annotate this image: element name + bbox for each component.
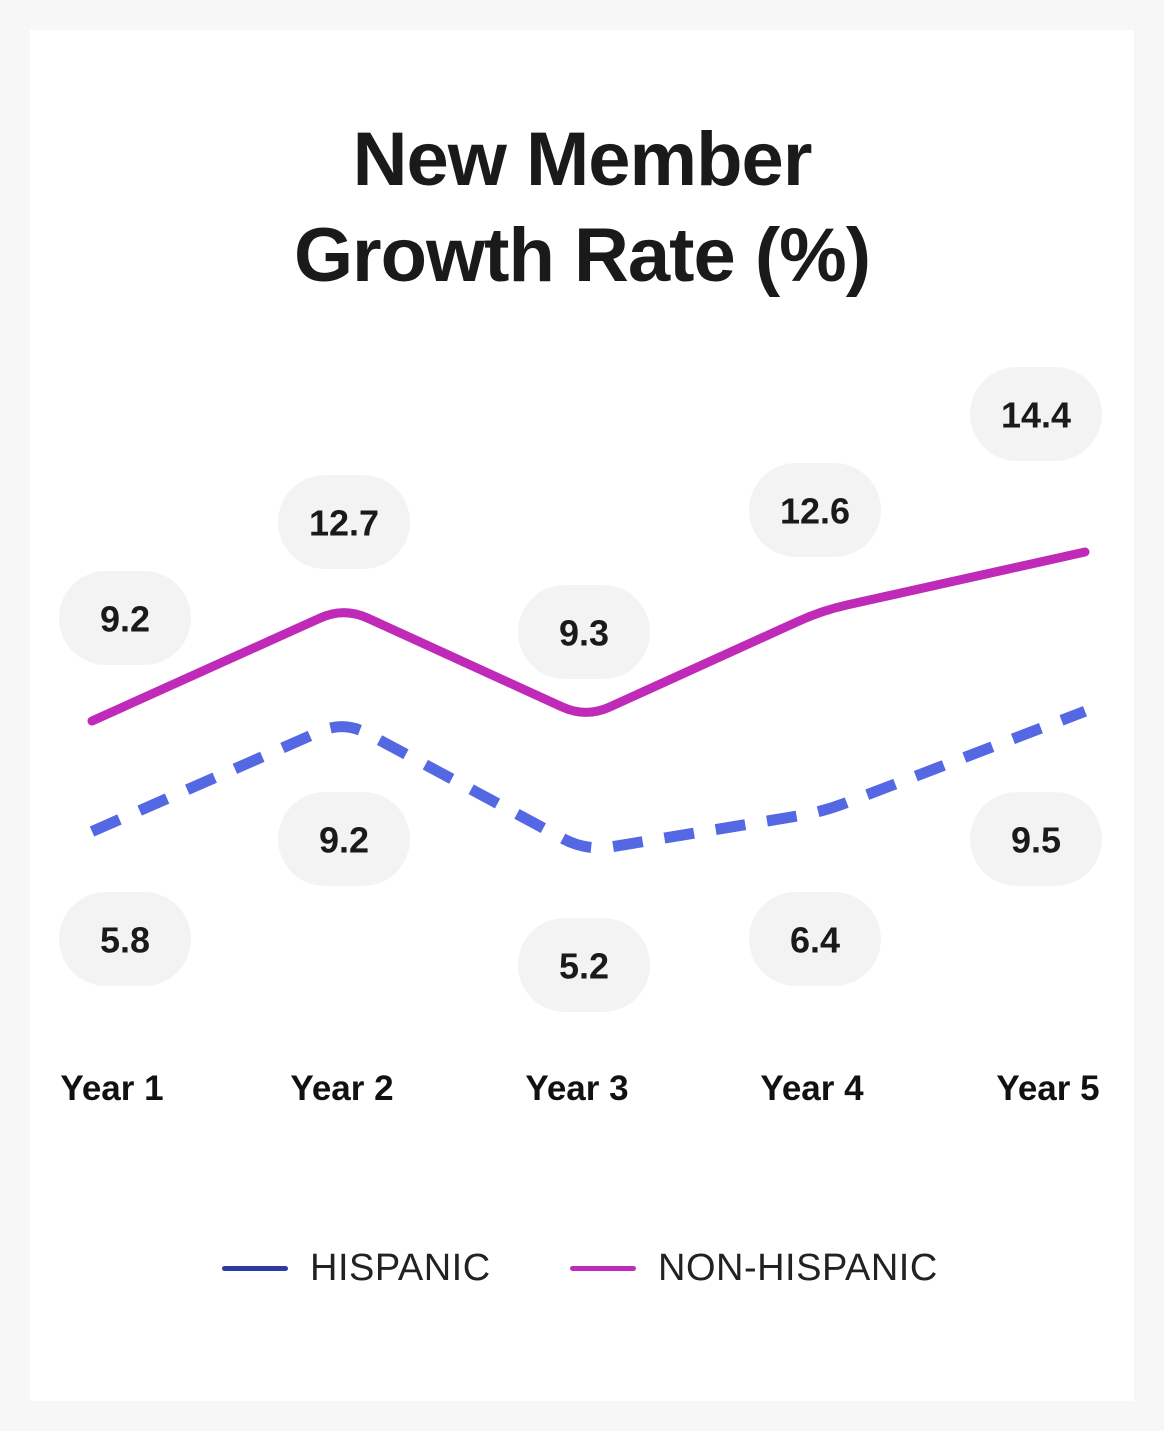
legend-swatch-hispanic (222, 1265, 288, 1271)
data-label-hispanic-2-pill (278, 792, 410, 886)
data-label-hispanic-5: 9.5 (1011, 820, 1061, 861)
data-label-non-hispanic-1-pill (59, 571, 191, 665)
legend: HISPANIC NON-HISPANIC (0, 1244, 1164, 1292)
series-line-non-hispanic (87, 547, 1090, 726)
data-label-hispanic-1-pill (59, 892, 191, 986)
data-label-hispanic-4-pill (749, 892, 881, 986)
data-label-hispanic-2: 9.2 (319, 820, 369, 861)
legend-label-non-hispanic: NON-HISPANIC (658, 1246, 938, 1289)
data-label-non-hispanic-3: 9.3 (559, 613, 609, 654)
data-label-non-hispanic-5: 14.4 (1001, 395, 1071, 436)
data-label-non-hispanic-3-pill (518, 585, 650, 679)
x-tick-label-4: Year 4 (760, 1069, 864, 1108)
title-line-1: New Member (352, 117, 813, 202)
data-label-hispanic-3-pill (518, 918, 650, 1012)
legend-label-hispanic: HISPANIC (310, 1246, 491, 1289)
x-tick-label-5: Year 5 (996, 1069, 1099, 1108)
chart-title: New Member Growth Rate (%) (0, 112, 1164, 304)
legend-item-hispanic: HISPANIC (222, 1244, 491, 1292)
data-label-non-hispanic-2: 12.7 (309, 503, 379, 544)
legend-item-non-hispanic: NON-HISPANIC (570, 1244, 938, 1292)
x-tick-label-3: Year 3 (525, 1069, 628, 1108)
data-label-hispanic-3: 5.2 (559, 946, 609, 987)
data-label-non-hispanic-4: 12.6 (780, 491, 850, 532)
x-tick-label-2: Year 2 (290, 1069, 393, 1108)
data-label-non-hispanic-2-pill (278, 475, 410, 569)
data-label-hispanic-1: 5.8 (100, 920, 150, 961)
legend-swatch-non-hispanic (570, 1265, 636, 1271)
title-line-2: Growth Rate (%) (293, 213, 871, 298)
data-label-hispanic-4: 6.4 (790, 920, 840, 961)
data-label-non-hispanic-1: 9.2 (100, 599, 150, 640)
data-label-hispanic-5-pill (970, 792, 1102, 886)
data-label-non-hispanic-5-pill (970, 367, 1102, 461)
series-line-hispanic (89, 706, 1087, 854)
x-tick-label-1: Year 1 (60, 1069, 163, 1108)
data-label-non-hispanic-4-pill (749, 463, 881, 557)
